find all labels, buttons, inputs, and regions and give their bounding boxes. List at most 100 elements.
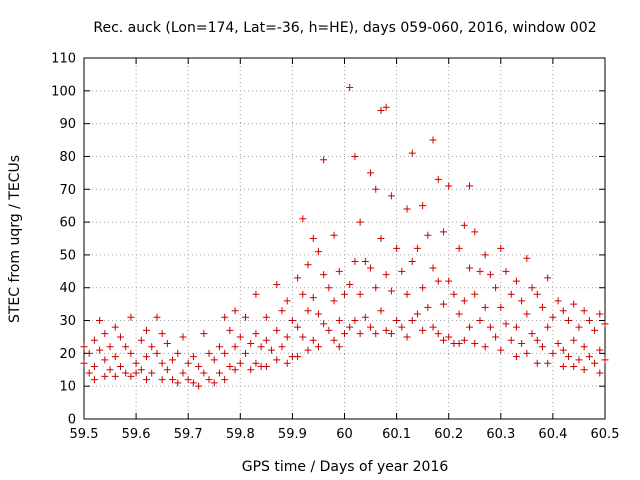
data-point [221,376,229,384]
data-point [309,294,317,302]
data-point [304,346,312,354]
data-point [596,310,604,318]
data-point [330,231,338,239]
data-point [221,349,229,357]
data-point [273,356,281,364]
data-point [320,156,328,164]
data-point [445,277,453,285]
data-point [309,235,317,242]
data-point [325,284,333,292]
data-point [424,303,432,311]
data-point [169,356,177,364]
data-point [372,284,380,292]
data-point [585,353,593,361]
data-point [549,313,557,321]
data-point [346,84,354,92]
data-point [367,264,375,272]
data-point [85,369,93,377]
data-point [393,244,401,252]
data-point [299,290,307,298]
data-point [523,349,531,357]
data-point [356,218,364,226]
data-point [320,320,328,328]
data-point [231,307,239,315]
data-point [158,376,166,384]
data-point [575,323,583,331]
data-point [278,307,286,315]
data-point [242,313,250,321]
x-tick-label: 59.5 [70,427,99,442]
y-tick-label: 40 [59,281,76,296]
data-point [512,353,520,361]
data-point [507,336,515,344]
data-point [148,343,156,351]
x-axis-label: GPS time / Days of year 2016 [242,459,449,475]
data-point [565,317,573,325]
data-point [111,353,119,361]
data-point [596,346,604,354]
data-point [122,343,130,351]
data-point [247,340,255,348]
data-point [236,359,244,367]
data-point [434,330,442,338]
data-point [377,107,385,115]
data-point [143,376,151,384]
data-point [445,333,453,341]
data-point [283,359,291,367]
data-point [591,359,599,367]
data-point [497,303,505,311]
data-point [544,323,552,331]
data-point [512,277,520,285]
data-point [174,379,182,387]
data-point [502,320,510,328]
data-point [518,340,526,348]
data-point [481,251,489,259]
y-tick-label: 70 [59,183,76,198]
data-point [205,349,213,357]
data-point [231,343,239,351]
data-point [116,333,124,341]
data-point [195,382,203,390]
data-point [143,353,151,361]
data-point [169,376,177,384]
data-point [434,277,442,285]
data-point [127,313,135,321]
data-point [330,297,338,305]
data-point [189,379,197,387]
data-point [137,336,145,344]
data-point [205,376,213,384]
data-point [403,290,411,298]
data-point [356,330,364,338]
data-point [111,323,119,331]
y-tick-label: 100 [51,84,76,99]
data-point [523,254,531,262]
data-point [184,359,192,367]
data-point [252,330,260,338]
data-point [137,366,145,374]
x-tick-label: 60 [336,427,353,442]
data-point [90,362,98,370]
data-point [184,376,192,384]
data-point [497,346,505,354]
data-point [262,336,270,344]
data-point [242,349,250,357]
data-point [346,323,354,331]
data-point [559,346,567,354]
data-point [294,274,302,282]
data-point [257,343,265,351]
data-point [143,326,151,334]
data-point [252,290,260,298]
data-point [471,228,479,236]
data-point [127,372,135,380]
data-point [111,372,119,380]
data-point [580,366,588,374]
data-point [419,284,427,292]
data-point [429,136,437,144]
data-point [570,300,578,308]
data-point [288,317,296,325]
data-point [325,326,333,334]
data-point [304,261,312,269]
data-point [309,336,317,344]
data-point [80,359,88,367]
